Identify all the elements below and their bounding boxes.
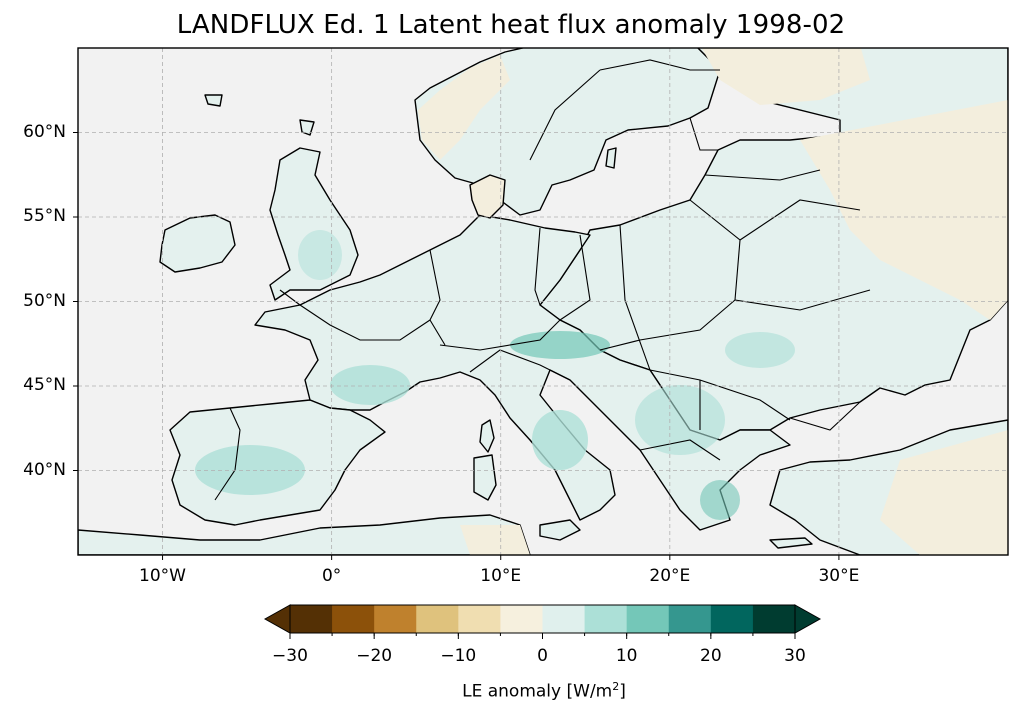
land-crete bbox=[769, 537, 813, 549]
land-sicily bbox=[539, 519, 581, 541]
lat-tick-label: 60°N bbox=[23, 121, 66, 142]
blob-carpathians bbox=[725, 332, 795, 368]
anomaly-blobs bbox=[195, 230, 795, 520]
land-east-steppe bbox=[800, 100, 1008, 320]
colorbar-label: LE anomaly [W/m2] bbox=[0, 680, 1022, 702]
colorbar-segment bbox=[458, 605, 501, 633]
colorbar-label-suffix: ] bbox=[619, 681, 626, 702]
blob-italy bbox=[532, 410, 588, 470]
colorbar-tick-label: −20 bbox=[356, 646, 393, 666]
colorbar-segment bbox=[542, 605, 586, 633]
lon-tick-label: 20°E bbox=[649, 566, 691, 586]
land-north-africa bbox=[78, 514, 531, 555]
colorbar-segment bbox=[584, 605, 628, 633]
colorbar-tick-label: 10 bbox=[615, 646, 638, 666]
colorbar-tick-label: 20 bbox=[700, 646, 722, 666]
land-corsica bbox=[479, 419, 495, 453]
land-north-east bbox=[701, 48, 870, 105]
lon-tick-label: 10°W bbox=[139, 566, 186, 586]
lon-tick-label: 0° bbox=[321, 566, 342, 586]
colorbar-extend-high bbox=[794, 604, 822, 634]
lon-tick-label: 10°E bbox=[480, 566, 522, 586]
land-ireland bbox=[159, 214, 236, 273]
colorbar bbox=[263, 604, 822, 639]
lat-tick-label: 50°N bbox=[23, 290, 66, 311]
land-gotland bbox=[605, 147, 617, 169]
colorbar-segment bbox=[668, 605, 712, 633]
colorbar-extend-low bbox=[263, 604, 291, 634]
colorbar-segment bbox=[290, 605, 333, 633]
colorbar-tick-label: 0 bbox=[537, 646, 548, 666]
land-sardinia bbox=[473, 454, 497, 501]
blob-britain bbox=[298, 230, 342, 280]
blob-balkans bbox=[635, 385, 725, 455]
colorbar-segment bbox=[626, 605, 670, 633]
land-shetland bbox=[299, 119, 315, 136]
land-faroe bbox=[204, 94, 223, 107]
land-denmark bbox=[469, 174, 506, 219]
lat-tick-label: 40°N bbox=[23, 459, 66, 480]
blob-france bbox=[330, 365, 410, 405]
colorbar-tick-label: −30 bbox=[272, 646, 308, 666]
lat-tick-label: 55°N bbox=[23, 206, 66, 226]
colorbar-segment bbox=[500, 605, 543, 633]
lon-tick-label: 30°E bbox=[818, 566, 860, 586]
colorbar-label-prefix: LE anomaly [W/m bbox=[462, 681, 613, 702]
colorbar-segment bbox=[332, 605, 375, 633]
tick-marks bbox=[73, 132, 840, 560]
blob-greece bbox=[700, 480, 740, 520]
land-africa-dry bbox=[460, 525, 530, 555]
colorbar-label-superscript: 2 bbox=[612, 680, 620, 693]
gridlines bbox=[78, 48, 1008, 555]
blob-alps bbox=[510, 331, 610, 359]
colorbar-tick-label: 30 bbox=[784, 646, 806, 666]
colorbar-segment bbox=[374, 605, 417, 633]
plot-title: LANDFLUX Ed. 1 Latent heat flux anomaly … bbox=[176, 10, 846, 40]
land-anatolia-dry bbox=[880, 430, 1008, 555]
colorbar-segment bbox=[752, 605, 796, 633]
colorbar-segment bbox=[416, 605, 459, 633]
land-norway-coast bbox=[418, 55, 510, 160]
blob-iberia bbox=[195, 445, 305, 495]
land-masses bbox=[78, 48, 1008, 555]
country-borders bbox=[214, 59, 871, 501]
lat-tick-label: 45°N bbox=[23, 375, 66, 395]
colorbar-tick-label: −10 bbox=[440, 646, 477, 666]
colorbar-segment bbox=[710, 605, 754, 633]
